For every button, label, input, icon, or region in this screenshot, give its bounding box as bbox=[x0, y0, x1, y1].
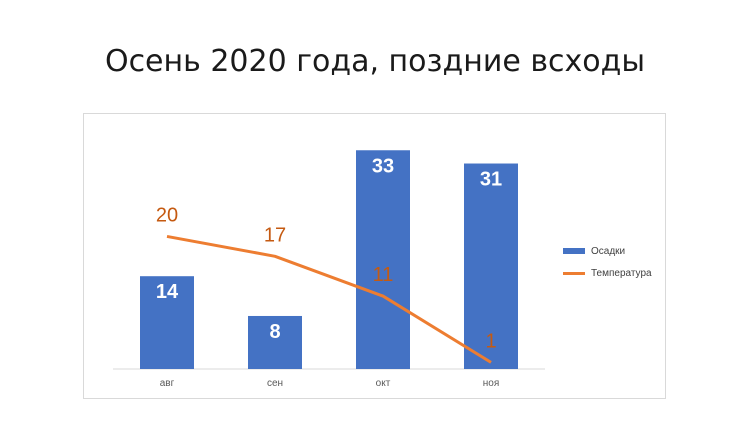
slide-title: Осень 2020 года, поздние всходы bbox=[104, 44, 646, 79]
temperature-label-авг: 20 bbox=[156, 204, 178, 226]
legend-item-precipitation: Осадки bbox=[563, 240, 652, 262]
bar-label-окт: 33 bbox=[372, 155, 394, 177]
legend-item-temperature: Температура bbox=[563, 262, 652, 284]
temperature-label-ноя: 1 bbox=[485, 330, 496, 352]
bar-авг bbox=[140, 276, 194, 369]
bar-label-сен: 8 bbox=[269, 321, 280, 343]
temperature-label-окт: 11 bbox=[373, 264, 394, 286]
x-tick-сен: сен bbox=[267, 378, 283, 389]
bar-сен bbox=[248, 315, 302, 369]
legend-label-temperature: Температура bbox=[591, 267, 652, 279]
legend-swatch-line bbox=[563, 271, 585, 275]
legend-label-precipitation: Осадки bbox=[591, 245, 626, 257]
bar-label-ноя: 31 bbox=[480, 169, 502, 191]
x-tick-окт: окт bbox=[376, 378, 391, 389]
temperature-label-сен: 17 bbox=[264, 224, 286, 246]
temperature-line bbox=[166, 234, 492, 364]
legend-swatch-bar bbox=[563, 248, 585, 254]
bar-ноя bbox=[464, 163, 518, 369]
chart-legend: Осадки Температура bbox=[563, 240, 652, 284]
bar-label-авг: 14 bbox=[156, 281, 179, 303]
x-tick-ноя: ноя bbox=[483, 378, 500, 389]
x-tick-авг: авг bbox=[160, 378, 175, 389]
bar-окт bbox=[356, 150, 410, 369]
